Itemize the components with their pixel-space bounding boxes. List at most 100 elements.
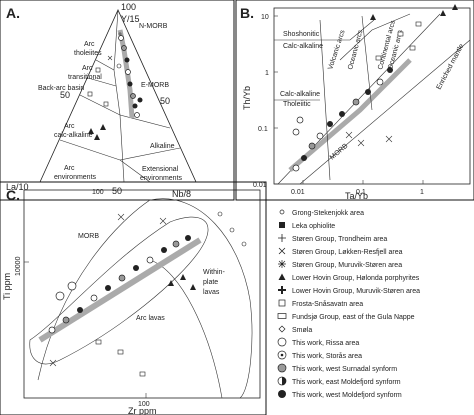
- panel-b-frame: [235, 0, 474, 201]
- panel-b-ytick-10: 10: [261, 14, 269, 21]
- panel-b-ytick-1: 1: [265, 70, 269, 77]
- legend-item: Lower Hovin Group, Muruvik-Støren area: [278, 286, 420, 295]
- ternary-field-alkaline: Alkaline: [150, 143, 175, 150]
- panel-a: A. 100 Y/15 La/10 Nb/8 50 50 50 100 N-MO…: [0, 0, 235, 201]
- panel-c: C. 10000 100 Zr ppm Ti ppm MORB Within- …: [0, 181, 267, 415]
- panel-c-ytick: 10000: [15, 256, 22, 276]
- panel-b-xtick-0.01: 0.01: [291, 189, 305, 196]
- panel-c-trend-band: [38, 237, 202, 343]
- panel-a-frame: [0, 0, 235, 201]
- legend-label: This work, Storås area: [292, 352, 362, 360]
- panel-c-point: [172, 240, 180, 248]
- legend-symbol: [277, 313, 287, 319]
- boundary-oceanic-arcs: [319, 19, 331, 181]
- ternary-boundary-tholeiite: [95, 59, 115, 71]
- legend-label: Leka ophiolite: [292, 223, 335, 230]
- ternary-point: [116, 63, 122, 69]
- legend-item: Frosta-Snåsavatn area: [278, 299, 363, 308]
- panel-c-point: [146, 256, 154, 264]
- legend-item: Fundsjø Group, east of the Gula Nappe: [277, 313, 415, 321]
- field-volcanic-arcs: Volcanic arcs: [327, 29, 347, 71]
- ternary-field-arc-tholeiites: tholeiites: [74, 50, 102, 57]
- field-enriched-mantle: Enriched mantle: [436, 43, 466, 91]
- panel-a-letter: A.: [6, 5, 20, 21]
- panel-b-point: [327, 121, 333, 127]
- panel-b-point: [370, 14, 376, 20]
- legend-item: Smøla: [278, 325, 312, 334]
- panel-c-point: [185, 235, 191, 241]
- panel-b-point: [387, 67, 393, 73]
- panel-b-point: [415, 21, 422, 27]
- legend-item: This work, west Moldefjord synform: [278, 390, 402, 399]
- legend-item: Støren Group, Muruvik-Støren area: [278, 260, 402, 269]
- panel-c-point: [55, 291, 65, 301]
- legend-label: Støren Group, Løkken-Resfjell area: [292, 249, 403, 256]
- ternary-point: [121, 45, 127, 51]
- ternary-field-nmorb: N-MORB: [139, 23, 168, 30]
- panel-c-point: [90, 294, 98, 302]
- field-shoshonitic: Shoshonitic: [283, 31, 320, 38]
- panel-c-field-within-plate-1: Within-: [203, 269, 225, 276]
- ternary-field-arc-tholeiites-1: Arc: [84, 41, 95, 48]
- panel-c-point: [77, 307, 83, 313]
- panel-b-ytick-0.1: 0.1: [258, 126, 268, 133]
- legend-symbol: [278, 234, 286, 242]
- panel-b-ticks: [274, 15, 424, 185]
- legend-symbol: [277, 363, 287, 373]
- legend: Grong-Stekenjokk area Leka ophiolite Støre…: [277, 209, 420, 399]
- legend-item: Lower Hovin Group, Hølonda porphyrites: [278, 273, 420, 282]
- panel-b-point: [440, 10, 446, 16]
- field-calc-alkaline-lower: Calc-alkaline: [280, 91, 320, 98]
- legend-symbol: [278, 247, 286, 255]
- panel-c-point: [105, 285, 111, 291]
- legend-item: Leka ophiolite: [279, 222, 335, 230]
- panel-b-point: [365, 89, 371, 95]
- panel-b-point: [357, 139, 365, 147]
- panel-b-xtick-0.1: 0.1: [356, 189, 366, 196]
- ternary-boundary-transitional: [87, 77, 117, 87]
- panel-c-plot-area: [23, 189, 261, 399]
- ternary-point: [124, 57, 130, 63]
- panel-c-point: [139, 371, 146, 377]
- panel-b-letter: B.: [240, 5, 254, 21]
- ternary-point: [107, 55, 113, 61]
- panel-c-letter: C.: [6, 187, 20, 203]
- panel-b-point: [339, 111, 345, 117]
- boundary-shoshonitic: [274, 19, 375, 41]
- field-morb: MORB: [329, 142, 350, 161]
- legend-symbol: [278, 390, 286, 398]
- panel-b-point: [345, 131, 353, 139]
- legend-label: Fundsjø Group, east of the Gula Nappe: [292, 314, 415, 321]
- legend-symbol: [279, 222, 285, 228]
- panel-b-point: [397, 31, 404, 37]
- legend-label: This work, west Surnadal synform: [292, 366, 397, 373]
- ternary-boundary-mid: [79, 94, 171, 129]
- legend-label: Støren Group, Muruvik-Støren area: [292, 262, 402, 269]
- legend-label: Støren Group, Trondheim area: [292, 236, 387, 243]
- legend-label: Lower Hovin Group, Muruvik-Støren area: [292, 288, 420, 295]
- field-calc-alkaline-upper: Calc-alkaline: [283, 43, 323, 50]
- panel-c-point: [117, 213, 125, 221]
- legend-label: Grong-Stekenjokk area: [292, 210, 364, 217]
- ternary-tick-50-bottom: 50: [112, 186, 122, 196]
- ternary-point: [95, 67, 101, 73]
- panel-c-field-within-plate-2: plate: [203, 279, 218, 286]
- ternary-point: [132, 103, 138, 109]
- panel-b-point: [375, 55, 382, 61]
- panel-c-field-arc-lavas: Arc lavas: [136, 315, 165, 322]
- legend-item: Støren Group, Løkken-Resfjell area: [278, 247, 403, 256]
- panel-c-point: [159, 217, 167, 225]
- ternary-point: [130, 93, 136, 99]
- panel-b-ylabel: Th/Yb: [242, 86, 252, 110]
- panel-b: B. 0.01 0.1 1 0.01 0.1 1 10 Ta/Yb Th/Yb: [235, 0, 474, 201]
- panel-b-point: [352, 98, 360, 106]
- panel-c-point: [62, 316, 70, 324]
- legend-label: This work, Rissa area: [292, 340, 359, 347]
- panel-c-point: [161, 247, 167, 253]
- legend-label: Smøla: [292, 327, 312, 334]
- panel-c-point: [229, 227, 235, 233]
- panel-b-point: [409, 45, 416, 51]
- ternary-left-label: La/10: [6, 182, 29, 192]
- legend-symbol: [278, 299, 286, 307]
